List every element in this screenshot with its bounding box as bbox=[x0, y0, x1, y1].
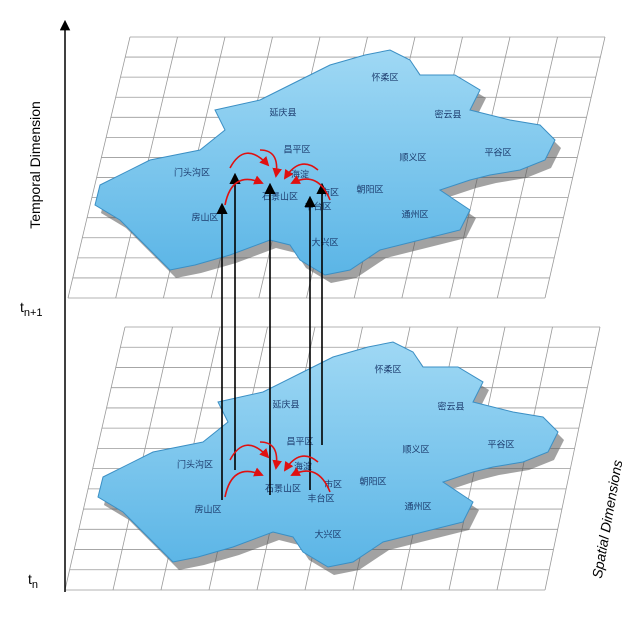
district-label: 通州区 bbox=[401, 210, 428, 221]
district-label: 平谷区 bbox=[484, 148, 511, 159]
district-label: 大兴区 bbox=[311, 237, 338, 249]
flow-arc bbox=[224, 467, 264, 498]
district-label: 房山区 bbox=[191, 212, 218, 224]
district-label: 怀柔区 bbox=[371, 72, 398, 84]
district-label: 门头沟区 bbox=[177, 459, 213, 471]
district-label: 平谷区 bbox=[487, 440, 514, 451]
district-label: 朝阳区 bbox=[356, 185, 383, 196]
layers: 怀柔区延庆县 密云县昌平区 平谷区门头沟区 海淀顺义区石景山区 市区 朝阳区丰台区房山区通… bbox=[64, 36, 606, 591]
district-label: 石景山区 bbox=[262, 192, 298, 203]
flow-arc bbox=[283, 455, 319, 472]
district-label: 延庆县 bbox=[269, 107, 296, 119]
district-label: 怀柔区 bbox=[374, 364, 401, 376]
district-label: 石景山区 bbox=[265, 484, 301, 495]
grid-line bbox=[67, 36, 131, 299]
district-label: 门头沟区 bbox=[174, 167, 210, 179]
temporal-label: Temporal Dimension bbox=[27, 101, 43, 229]
district-label: 密云县 bbox=[434, 109, 461, 121]
spatial-label: Spatial Dimensions bbox=[589, 459, 626, 580]
flow-arc bbox=[283, 163, 319, 180]
district-label: 丰台区 bbox=[307, 493, 334, 505]
flow-arc bbox=[259, 149, 282, 178]
flow-arc bbox=[259, 441, 282, 470]
grid-line bbox=[544, 36, 606, 299]
district-label: 顺义区 bbox=[402, 445, 429, 456]
flows bbox=[216, 149, 331, 500]
grid-line bbox=[544, 326, 601, 591]
district-label: 大兴区 bbox=[314, 529, 341, 541]
layer: 怀柔区延庆县 密云县昌平区 平谷区门头沟区 海淀顺义区石景山区 市区 朝阳区丰台区房山区通… bbox=[64, 326, 601, 591]
district-label: 昌平区 bbox=[286, 437, 313, 448]
time-label: tn bbox=[28, 571, 38, 591]
flow-arc bbox=[290, 175, 331, 201]
district-label: 丰台区 bbox=[304, 201, 331, 213]
district-label: 通州区 bbox=[404, 502, 431, 513]
time-label: tn+1 bbox=[20, 299, 43, 319]
district-label: 房山区 bbox=[194, 504, 221, 516]
grid-line bbox=[64, 326, 126, 591]
layer: 怀柔区延庆县 密云县昌平区 平谷区门头沟区 海淀顺义区石景山区 市区 朝阳区丰台区房山区通… bbox=[67, 36, 606, 299]
flow-arc bbox=[290, 467, 331, 493]
flow-arc bbox=[224, 175, 264, 206]
district-label: 朝阳区 bbox=[359, 477, 386, 488]
flow-arc bbox=[229, 444, 270, 461]
district-label: 延庆县 bbox=[272, 399, 299, 411]
district-label: 密云县 bbox=[437, 401, 464, 413]
district-label: 顺义区 bbox=[399, 153, 426, 164]
flow-arc bbox=[229, 152, 270, 169]
district-label: 昌平区 bbox=[283, 145, 310, 156]
